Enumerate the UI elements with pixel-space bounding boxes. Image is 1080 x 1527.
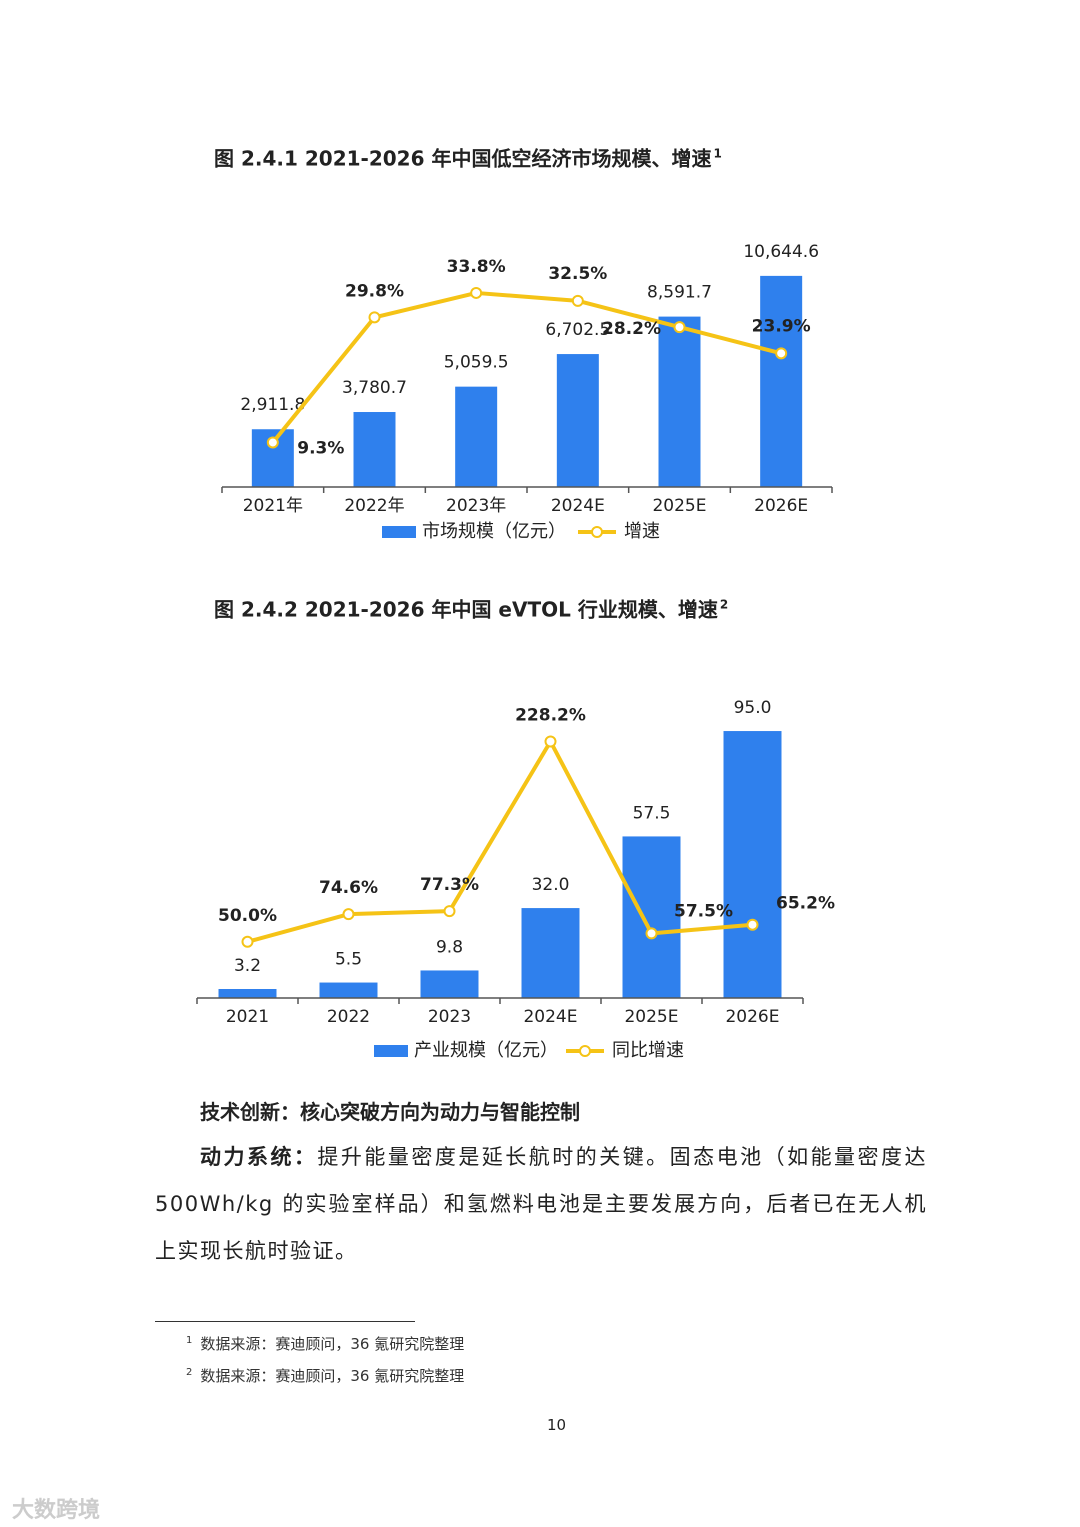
bar [723, 731, 782, 998]
bar-value-label: 6,702.5 [545, 320, 610, 340]
bar [622, 836, 681, 998]
x-tick-label: 2024E [551, 496, 605, 516]
line-marker [241, 935, 254, 948]
bar-value-label: 8,591.7 [647, 283, 712, 303]
bar-value-label: 3.2 [234, 956, 261, 976]
legend-label: 产业规模（亿元） [414, 1040, 558, 1061]
bar-value-label: 5,059.5 [444, 353, 509, 373]
bar [353, 412, 396, 487]
bar [319, 982, 378, 998]
line-value-label: 65.2% [776, 894, 835, 914]
line-marker [746, 918, 759, 931]
footnote-rule [155, 1321, 415, 1322]
line-value-label: 77.3% [420, 875, 479, 895]
paragraph-text: 提升能量密度是延长航时的关键。固态电池（如能量密度达500Wh/kg 的实验室样… [155, 1145, 928, 1263]
title-footnote-ref: 2 [720, 598, 728, 612]
footnote-text: 数据来源：赛迪顾问，36 氪研究院整理 [200, 1335, 465, 1353]
bar-value-label: 3,780.7 [342, 378, 407, 398]
x-tick-label: 2022 [327, 1007, 370, 1027]
footnote-text: 数据来源：赛迪顾问，36 氪研究院整理 [200, 1367, 465, 1385]
line [271, 290, 782, 444]
line-marker [266, 436, 279, 449]
line-value-label: 28.2% [602, 319, 661, 339]
bar [420, 970, 479, 998]
bar-value-label: 57.5 [633, 803, 671, 823]
line-value-label: 29.8% [345, 281, 404, 301]
footnote-mark: 2 [186, 1367, 193, 1378]
legend-label: 市场规模（亿元） [422, 521, 566, 542]
bar-value-label: 5.5 [335, 950, 362, 970]
line-value-label: 23.9% [752, 316, 811, 336]
x-tick-label: 2024E [523, 1007, 577, 1027]
bar-value-label: 32.0 [532, 875, 570, 895]
line-value-label: 228.2% [515, 706, 586, 726]
line-marker [443, 905, 456, 918]
bar-value-label: 10,644.6 [743, 242, 819, 262]
line-value-label: 32.5% [548, 264, 607, 284]
legend-swatch-marker [579, 1045, 591, 1057]
line [246, 739, 753, 944]
x-tick-label: 2021年 [243, 496, 303, 516]
footnote: 1 数据来源：赛迪顾问，36 氪研究院整理 [186, 1333, 464, 1354]
page-number: 10 [547, 1416, 567, 1434]
x-tick-label: 2026E [725, 1007, 779, 1027]
bar [760, 275, 803, 487]
chart-title: 图 2.4.1 2021-2026 年中国低空经济市场规模、增速 [214, 147, 711, 171]
line-marker [470, 286, 483, 299]
line-value-label: 9.3% [297, 438, 344, 458]
footnote: 2 数据来源：赛迪顾问，36 氪研究院整理 [186, 1365, 464, 1386]
line-marker [544, 735, 557, 748]
legend-label: 同比增速 [612, 1040, 684, 1061]
bar [658, 316, 701, 487]
legend-label: 增速 [624, 521, 660, 542]
section-heading: 技术创新：核心突破方向为动力与智能控制 [200, 1100, 580, 1124]
bar [455, 386, 498, 487]
bar [556, 354, 599, 487]
x-tick-label: 2021 [226, 1007, 269, 1027]
footnote-mark: 1 [186, 1335, 193, 1346]
paragraph: 动力系统：提升能量密度是延长航时的关键。固态电池（如能量密度达500Wh/kg … [155, 1134, 927, 1275]
line-marker [342, 908, 355, 921]
title-footnote-ref: 1 [713, 147, 721, 161]
x-tick-label: 2023年 [446, 496, 506, 516]
line-value-label: 50.0% [218, 906, 277, 926]
bar-value-label: 95.0 [734, 698, 772, 718]
line-marker [571, 294, 584, 307]
line-marker [673, 321, 686, 334]
line-value-label: 74.6% [319, 878, 378, 898]
bar [218, 989, 277, 998]
bar-value-label: 2,911.8 [240, 395, 305, 415]
x-tick-label: 2026E [754, 496, 808, 516]
legend-swatch [382, 526, 416, 538]
x-tick-label: 2025E [624, 1007, 678, 1027]
legend-swatch [374, 1045, 408, 1057]
paragraph-lead: 动力系统： [200, 1145, 318, 1169]
bar-value-label: 9.8 [436, 937, 463, 957]
x-tick-label: 2023 [428, 1007, 471, 1027]
line-value-label: 33.8% [447, 257, 506, 277]
x-tick-label: 2025E [652, 496, 706, 516]
x-tick-label: 2022年 [344, 496, 404, 516]
watermark: 大数跨境 [12, 1498, 101, 1523]
line-value-label: 57.5% [674, 901, 733, 921]
bar [521, 908, 580, 998]
line-marker [368, 311, 381, 324]
legend-swatch-marker [591, 526, 603, 538]
line-marker [645, 927, 658, 940]
line-marker [775, 347, 788, 360]
chart-title: 图 2.4.2 2021-2026 年中国 eVTOL 行业规模、增速 [214, 598, 718, 622]
